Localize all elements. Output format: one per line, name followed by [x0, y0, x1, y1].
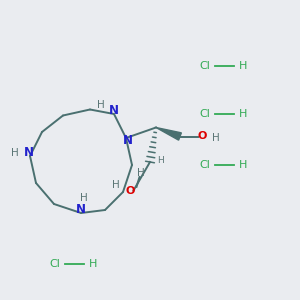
Text: Cl: Cl	[199, 109, 210, 119]
Text: O: O	[197, 131, 207, 141]
Text: H: H	[88, 259, 97, 269]
Text: N: N	[23, 146, 34, 160]
Text: H: H	[212, 133, 220, 143]
Text: N: N	[76, 203, 86, 216]
Text: Cl: Cl	[49, 259, 60, 269]
Text: Cl: Cl	[199, 160, 210, 170]
Text: H: H	[157, 156, 164, 165]
Text: H: H	[137, 167, 145, 178]
Text: H: H	[238, 160, 247, 170]
Text: H: H	[11, 148, 19, 158]
Text: H: H	[238, 61, 247, 71]
Polygon shape	[156, 128, 182, 140]
Text: H: H	[80, 193, 88, 203]
Text: H: H	[238, 109, 247, 119]
Text: H: H	[97, 100, 104, 110]
Text: N: N	[108, 104, 118, 118]
Text: Cl: Cl	[199, 61, 210, 71]
Text: H: H	[112, 179, 119, 190]
Text: N: N	[122, 134, 133, 148]
Text: O: O	[125, 186, 135, 197]
